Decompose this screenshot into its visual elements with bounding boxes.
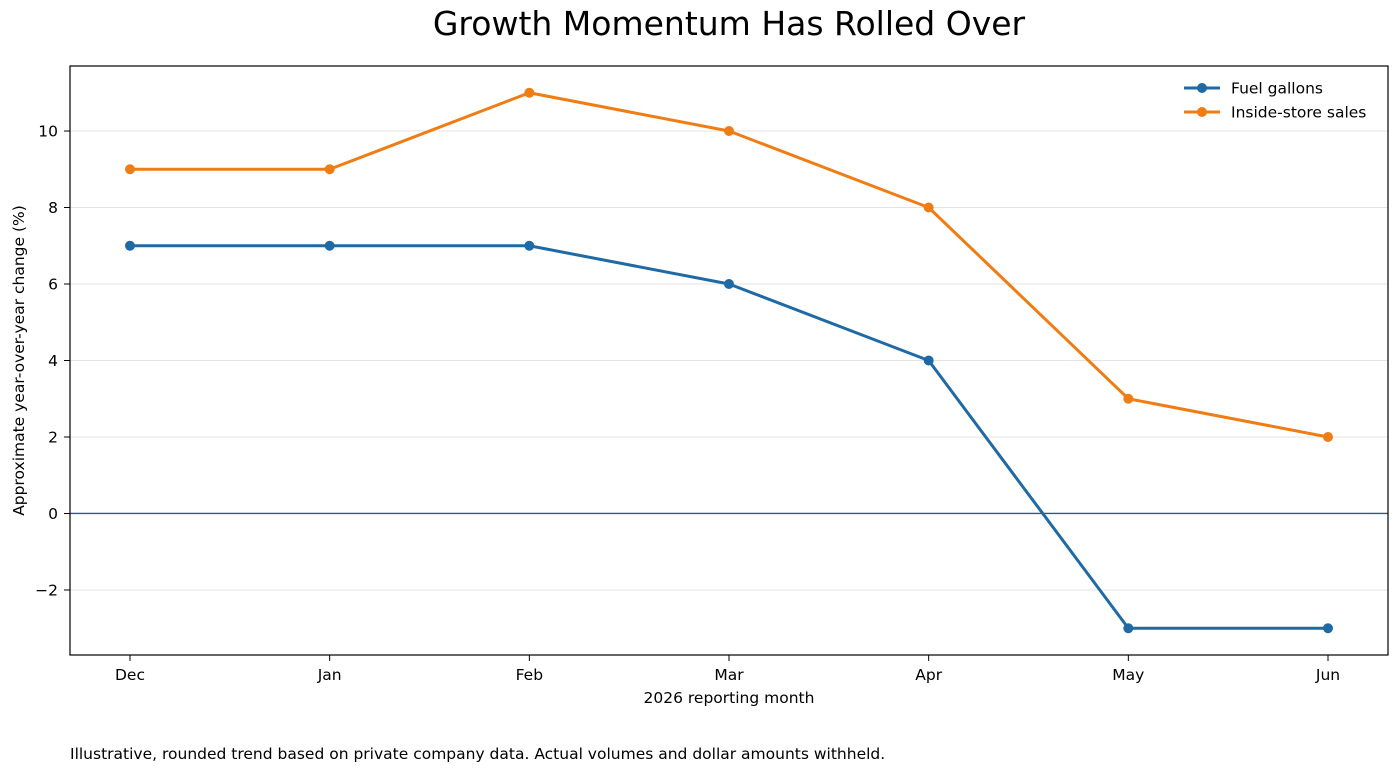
data-point — [724, 126, 734, 137]
legend-label: Inside-store sales — [1231, 104, 1366, 122]
x-axis-label: 2026 reporting month — [644, 689, 815, 707]
x-tick-label: Feb — [516, 666, 543, 684]
grid-lines — [70, 130, 1388, 591]
legend-item: Inside-store sales — [1184, 104, 1366, 122]
x-tick-label: May — [1112, 666, 1144, 684]
chart-title: Growth Momentum Has Rolled Over — [432, 4, 1026, 43]
y-axis-label: Approximate year-over-year change (%) — [10, 205, 28, 516]
y-tick-label: −2 — [35, 581, 58, 599]
legend-label: Fuel gallons — [1231, 80, 1323, 98]
data-point — [524, 240, 535, 251]
y-axis: −2 0 2 4 6 8 10 — [35, 123, 70, 599]
footnote: Illustrative, rounded trend based on pri… — [70, 745, 886, 763]
legend: Fuel gallons Inside-store sales — [1184, 80, 1366, 122]
data-point — [923, 202, 934, 213]
y-tick-label: 10 — [38, 123, 58, 141]
data-point — [923, 355, 934, 366]
data-point — [125, 240, 135, 251]
series-line — [128, 91, 1330, 439]
data-point — [1123, 393, 1134, 404]
data-point — [324, 240, 335, 251]
y-tick-label: 8 — [48, 199, 58, 217]
legend-swatch-marker — [1197, 83, 1207, 93]
x-tick-label: Jun — [1315, 666, 1340, 684]
data-point — [524, 87, 535, 98]
x-axis: Dec Jan Feb Mar Apr May Jun — [115, 655, 1340, 684]
y-tick-label: 2 — [48, 428, 58, 446]
data-point — [1323, 431, 1333, 442]
y-tick-label: 4 — [48, 352, 58, 370]
y-tick-label: 0 — [48, 505, 58, 523]
series-1 — [125, 240, 1333, 634]
legend-item: Fuel gallons — [1184, 80, 1323, 98]
data-point — [324, 164, 335, 175]
data-point — [724, 279, 734, 290]
data-point — [1323, 623, 1333, 634]
y-tick-label: 6 — [48, 276, 58, 294]
legend-swatch-marker — [1197, 107, 1207, 117]
x-tick-label: Dec — [115, 666, 145, 684]
series-lines — [125, 87, 1333, 634]
x-tick-label: Mar — [714, 666, 744, 684]
x-tick-label: Apr — [915, 666, 942, 684]
series-2 — [125, 87, 1333, 442]
x-tick-label: Jan — [317, 666, 342, 684]
data-point — [1123, 623, 1134, 634]
data-point — [125, 164, 135, 175]
line-chart: Dec Jan Feb Mar Apr May Jun −2 0 2 4 6 8 10 2026 rep… — [10, 65, 1389, 707]
